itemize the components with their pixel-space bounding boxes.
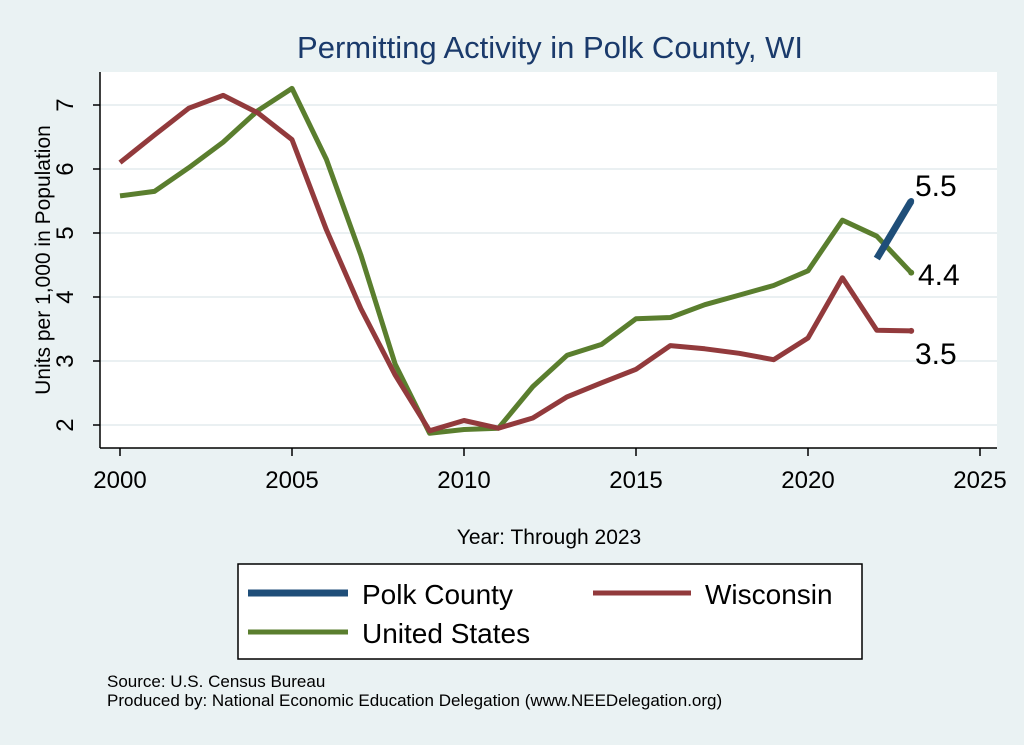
series-line-polk-end-point — [908, 198, 915, 204]
x-tick-label-2025: 2025 — [953, 467, 1006, 494]
chart-title: Permitting Activity in Polk County, WI — [297, 30, 803, 65]
x-axis-label: Year: Through 2023 — [457, 526, 642, 549]
gridlines — [100, 104, 997, 426]
y-tick-label-4: 4 — [52, 290, 79, 303]
legend-label-polk: Polk County — [362, 579, 513, 610]
series-line-us-end-point — [908, 269, 915, 276]
legend: Polk County Wisconsin United States — [237, 563, 863, 660]
y-axis-label: Units per 1,000 in Population — [32, 125, 55, 395]
x-tick-label-2010: 2010 — [437, 467, 490, 494]
series-lines — [118, 85, 915, 436]
x-ticks: 2000 2005 2010 2015 2020 2025 — [93, 448, 1007, 494]
plot-area — [100, 72, 997, 448]
y-tick-label-6: 6 — [52, 162, 79, 175]
x-tick-label-2015: 2015 — [609, 467, 662, 494]
y-tick-label-2: 2 — [52, 418, 79, 431]
series-line-us — [119, 85, 914, 436]
legend-label-us: United States — [362, 618, 530, 649]
x-tick-label-2000: 2000 — [93, 467, 146, 494]
end-label-polk: 5.5 — [915, 170, 957, 203]
legend-label-wisconsin: Wisconsin — [705, 579, 833, 610]
x-tick-label-2005: 2005 — [265, 467, 318, 494]
y-ticks: 2 3 4 5 6 7 — [52, 98, 100, 432]
y-tick-label-5: 5 — [52, 226, 79, 239]
series-line-wisconsin-end-point — [908, 327, 915, 334]
legend-box — [237, 563, 863, 660]
y-tick-label-3: 3 — [52, 354, 79, 367]
producer-note: Produced by: National Economic Education… — [107, 691, 723, 710]
series-line-polk — [873, 199, 915, 261]
y-tick-label-7: 7 — [52, 98, 79, 111]
series-line-wisconsin — [118, 92, 912, 434]
end-label-wisconsin: 3.5 — [915, 338, 957, 371]
source-note: Source: U.S. Census Bureau — [107, 672, 326, 691]
x-tick-label-2020: 2020 — [781, 467, 834, 494]
end-label-us: 4.4 — [918, 259, 960, 292]
